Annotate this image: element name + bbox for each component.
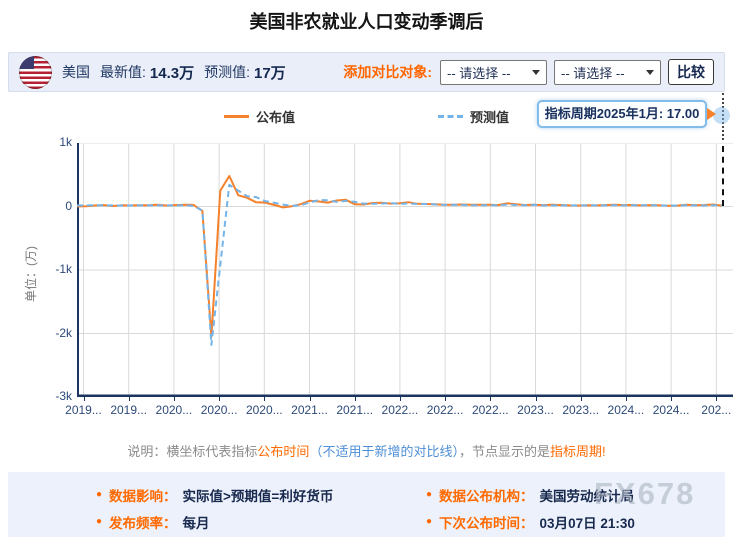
x-axis-tick xyxy=(173,397,175,401)
crosshair-line xyxy=(722,93,724,140)
series-line-forecast[interactable] xyxy=(77,183,723,346)
info-next-release: ● 下次公布时间： 03月07日 21:30 xyxy=(426,512,725,532)
note-middle: ，节点显示的是 xyxy=(458,444,550,459)
indicator-info-panel: ● 数据影响： 实际值>预期值=利好货币 ● 数据公布机构： 美国劳动统计局 ●… xyxy=(8,472,725,537)
x-tick-label: 2019... xyxy=(110,403,148,417)
bullet-icon: ● xyxy=(426,489,433,500)
latest-label: 最新值: xyxy=(100,64,146,80)
note-period: 指标周期! xyxy=(549,444,606,459)
x-axis-tick xyxy=(625,397,627,401)
forecast-value: 17万 xyxy=(253,64,286,82)
x-tick-label: 2024... xyxy=(652,403,690,417)
x-axis-tick xyxy=(580,397,582,401)
frequency-value: 每月 xyxy=(182,515,210,531)
frequency-label: 发布频率： xyxy=(109,515,177,531)
x-axis-tick xyxy=(83,397,85,401)
x-tick-label: 2019... xyxy=(65,403,102,417)
x-tick-label: 2021... xyxy=(336,403,374,417)
y-axis-unit-label: 单位：(万) xyxy=(24,246,38,302)
compare-select-2[interactable]: -- 请选择 -- xyxy=(554,59,661,85)
x-axis-tick xyxy=(671,397,673,401)
x-axis-tick xyxy=(445,397,447,401)
hover-point-marker xyxy=(713,107,730,124)
chart-legend: 公布值 预测值 xyxy=(0,107,733,126)
y-tick-label: -1k xyxy=(55,262,72,276)
note-publish-time: 公布时间 xyxy=(257,444,310,459)
x-tick-label: 2020... xyxy=(155,403,193,417)
x-axis-tick xyxy=(309,397,311,401)
country-label: 美国 xyxy=(62,64,90,80)
chart-note: 说明：横坐标代表指标公布时间（不适用于新增的对比线），节点显示的是指标周期! xyxy=(0,441,733,460)
bullet-icon: ● xyxy=(426,516,433,527)
y-tick-label: 0 xyxy=(65,198,72,213)
x-tick-label: 2022... xyxy=(381,403,419,417)
indicator-header-bar: 美国 最新值: 14.3万 预测值: 17万 添加对比对象: -- 请选择 --… xyxy=(8,52,725,92)
y-tick-label: 1k xyxy=(59,135,72,149)
next-release-label: 下次公布时间： xyxy=(439,515,534,531)
us-flag-icon xyxy=(19,55,52,89)
forecast-label: 预测值: xyxy=(204,64,250,80)
info-frequency: ● 发布频率： 每月 xyxy=(96,512,426,532)
fx678-watermark: FX678 xyxy=(594,476,696,511)
line-chart-plot[interactable] xyxy=(77,143,733,397)
x-axis-tick xyxy=(354,397,356,401)
x-axis-tick xyxy=(219,397,221,401)
x-tick-label: 2022... xyxy=(426,403,464,417)
x-tick-label: 2024... xyxy=(607,403,645,417)
impact-label: 数据影响： xyxy=(109,488,177,504)
latest-value: 14.3万 xyxy=(149,64,195,82)
info-agency: ● 数据公布机构： 美国劳动统计局 xyxy=(426,485,725,505)
note-prefix: 说明：横坐标代表指标 xyxy=(127,444,258,459)
legend-item-published[interactable]: 公布值 xyxy=(223,107,295,126)
legend-item-forecast[interactable]: 预测值 xyxy=(438,107,509,126)
impact-value: 实际值>预期值=利好货币 xyxy=(182,488,334,504)
published-line-swatch-icon xyxy=(223,115,249,118)
compare-select-2-value: -- 请选择 -- xyxy=(561,65,625,81)
y-tick-label: -3k xyxy=(55,389,72,403)
agency-label: 数据公布机构： xyxy=(439,488,534,504)
x-tick-label: 202... xyxy=(701,403,732,417)
x-tick-label: 2022... xyxy=(471,403,509,417)
note-not-applicable: （不适用于新增的对比线） xyxy=(309,444,459,459)
agency-value: 美国劳动统计局 xyxy=(539,488,635,504)
x-axis-tick xyxy=(399,397,401,401)
add-compare-label: 添加对比对象: xyxy=(343,64,432,80)
crosshair-line xyxy=(722,146,724,206)
compare-button[interactable]: 比较 xyxy=(668,59,714,85)
x-axis-tick xyxy=(716,397,718,401)
x-tick-label: 2023... xyxy=(517,403,554,417)
info-impact: ● 数据影响： 实际值>预期值=利好货币 xyxy=(96,485,426,505)
bullet-icon: ● xyxy=(96,516,103,527)
x-axis-tick xyxy=(535,397,537,401)
tooltip-arrow-icon xyxy=(707,108,716,120)
page-title: 美国非农就业人口变动季调后 xyxy=(249,12,484,32)
x-axis-tick xyxy=(490,397,492,401)
x-tick-label: 2020... xyxy=(200,403,238,417)
x-axis-tick xyxy=(264,397,266,401)
bullet-icon: ● xyxy=(96,489,103,500)
chevron-down-icon xyxy=(646,69,654,75)
chevron-down-icon xyxy=(532,69,540,75)
y-tick-label: -2k xyxy=(55,325,72,340)
legend-published-label: 公布值 xyxy=(255,110,295,125)
next-release-value: 03月07日 21:30 xyxy=(539,515,635,531)
x-tick-label: 2021... xyxy=(291,403,328,417)
legend-forecast-label: 预测值 xyxy=(470,110,510,125)
x-tick-label: 2020... xyxy=(245,403,283,417)
chart-tooltip: 指标周期2025年1月: 17.00 xyxy=(537,100,707,128)
forecast-line-swatch-icon xyxy=(438,115,463,118)
compare-select-1[interactable]: -- 请选择 -- xyxy=(440,59,547,85)
x-tick-label: 2023... xyxy=(562,403,600,417)
x-axis-tick xyxy=(128,397,130,401)
compare-select-1-value: -- 请选择 -- xyxy=(447,65,511,81)
